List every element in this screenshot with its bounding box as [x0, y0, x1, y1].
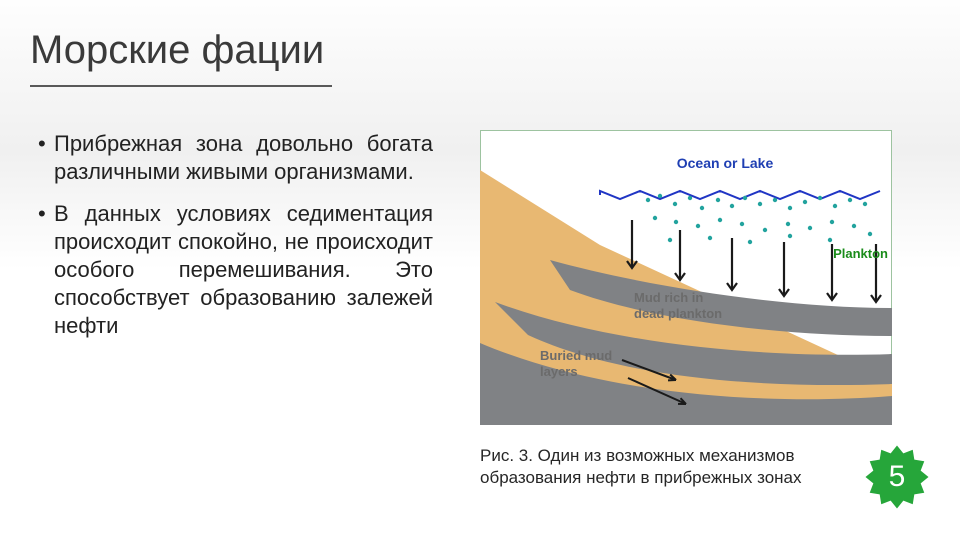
slide-number: 5 — [862, 442, 932, 512]
sedimentation-diagram: Ocean or Lake Plankton Mud rich indead pla… — [480, 130, 892, 425]
bullet-dot-icon: • — [38, 200, 54, 340]
figure-caption: Рис. 3. Один из возможных механизмов обр… — [480, 445, 850, 489]
bullet-text: В данных условиях седиментация происходи… — [54, 200, 433, 340]
page-title: Морские фации — [30, 28, 324, 73]
title-underline — [30, 85, 332, 87]
bullet-list: • Прибрежная зона довольно богата различ… — [38, 130, 433, 354]
list-item: • Прибрежная зона довольно богата различ… — [38, 130, 433, 186]
bullet-dot-icon: • — [38, 130, 54, 186]
list-item: • В данных условиях седиментация происхо… — [38, 200, 433, 340]
svg-text:Ocean or Lake: Ocean or Lake — [677, 155, 774, 171]
svg-text:Mud rich in: Mud rich in — [634, 290, 703, 305]
bullet-text: Прибрежная зона довольно богата различны… — [54, 130, 433, 186]
svg-text:Plankton: Plankton — [833, 246, 888, 261]
slide-number-badge: 5 — [862, 442, 932, 512]
svg-text:dead plankton: dead plankton — [634, 306, 722, 321]
svg-text:Buried mud: Buried mud — [540, 348, 612, 363]
svg-text:layers: layers — [540, 364, 578, 379]
